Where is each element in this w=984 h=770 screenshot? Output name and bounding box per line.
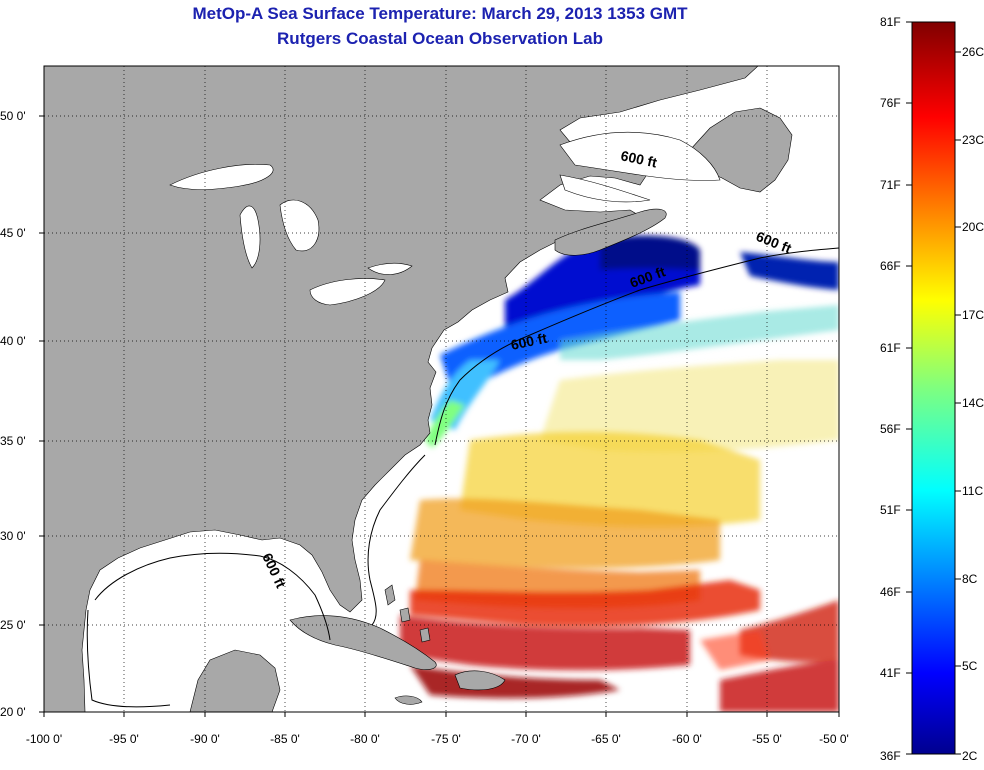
lon-tick-label: -85 0' [270,732,300,746]
colorbar-f-label: 51F [880,503,901,517]
colorbar-c-label: 2C [962,749,978,763]
map-subtitle: Rutgers Coastal Ocean Observation Lab [277,29,603,48]
colorbar-ticks [906,21,961,755]
lon-tick-label: -50 0' [819,732,849,746]
land-layer [44,66,793,712]
colorbar-f-label: 46F [880,585,901,599]
colorbar-c-label: 11C [962,484,983,498]
colorbar-c-label: 5C [962,659,978,673]
contour-label: 600 ft [509,330,548,353]
map-frame [43,65,840,713]
lon-tick-label: -100 0' [26,732,62,746]
contour-label: 600 ft [619,147,658,170]
lon-tick-label: -75 0' [431,732,461,746]
lat-tick-label: 50 0' [0,109,26,123]
lon-tick-label: -60 0' [672,732,702,746]
lon-tick-label: -90 0' [190,732,220,746]
colorbar-c-label: 8C [962,572,978,586]
colorbar-f-label: 66F [880,259,901,273]
lat-tick-label: 40 0' [0,334,26,348]
lon-tick-label: -65 0' [591,732,621,746]
colorbar-f-label: 61F [880,341,901,355]
graticule [44,66,839,712]
colorbar-f-label: 36F [880,749,901,763]
colorbar-c-label: 14C [962,396,984,410]
colorbar-f-label: 71F [880,178,901,192]
lon-tick-label: -55 0' [752,732,782,746]
tick-marks [39,115,840,717]
lat-tick-label: 45 0' [0,226,26,240]
colorbar-c-label: 17C [962,308,984,322]
temperature-colorbar [911,21,956,755]
colorbar-f-label: 41F [880,666,901,680]
map-title: MetOp-A Sea Surface Temperature: March 2… [192,4,688,23]
lon-tick-label: -70 0' [511,732,541,746]
lat-tick-label: 35 0' [0,434,26,448]
lon-tick-label: -95 0' [109,732,139,746]
lat-tick-label: 25 0' [0,618,26,632]
lat-tick-label: 30 0' [0,529,26,543]
lakes-layer [169,131,721,306]
colorbar-c-label: 23C [962,133,984,147]
colorbar-f-label: 76F [880,96,901,110]
lon-tick-label: -80 0' [350,732,380,746]
lat-tick-label: 20 0' [0,705,26,719]
colorbar-c-label: 20C [962,220,984,234]
colorbar-f-label: 81F [880,15,901,29]
colorbar-f-label: 56F [880,422,901,436]
bathymetry-contour-600ft [86,247,839,708]
colorbar-c-label: 26C [962,45,984,59]
